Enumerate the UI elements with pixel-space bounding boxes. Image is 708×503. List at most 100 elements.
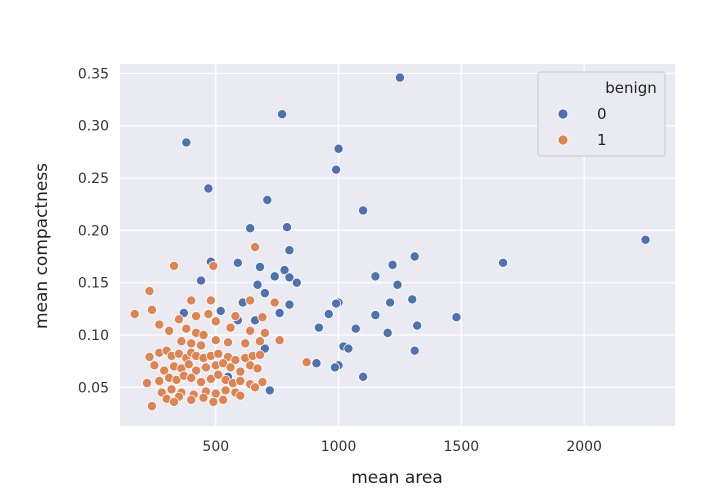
data-point-series-1: [208, 396, 219, 407]
data-point-series-0: [269, 271, 280, 282]
data-point-series-1: [173, 314, 184, 325]
data-point-series-1: [154, 319, 165, 330]
data-point-series-1: [210, 335, 221, 346]
data-point-series-1: [269, 297, 280, 308]
data-point-series-1: [213, 348, 224, 359]
data-point-series-0: [274, 308, 285, 319]
data-point-series-0: [358, 205, 369, 216]
data-point-series-0: [407, 294, 418, 305]
data-point-series-1: [129, 309, 140, 320]
data-point-series-1: [191, 365, 202, 376]
data-point-series-1: [218, 358, 229, 369]
data-point-series-0: [245, 223, 256, 234]
data-point-series-1: [235, 390, 246, 401]
data-point-series-0: [279, 265, 290, 276]
x-tick-label: 2000: [566, 439, 602, 455]
y-tick-label: 0.15: [78, 276, 109, 292]
data-point-series-1: [166, 384, 177, 395]
y-tick-label: 0.20: [78, 223, 109, 239]
data-point-series-0: [394, 72, 405, 83]
data-point-series-1: [213, 369, 224, 380]
data-point-series-0: [323, 309, 334, 320]
data-point-series-1: [245, 295, 256, 306]
data-point-series-0: [409, 345, 420, 356]
data-point-series-1: [210, 316, 221, 327]
data-point-series-1: [252, 363, 263, 374]
data-point-series-0: [409, 251, 420, 262]
data-point-series-1: [146, 401, 157, 412]
data-point-series-1: [173, 348, 184, 359]
data-point-series-1: [240, 338, 251, 349]
y-tick-label: 0.05: [78, 380, 109, 396]
legend-title: benign: [605, 79, 656, 97]
data-point-series-1: [149, 360, 160, 371]
data-point-series-1: [274, 335, 285, 346]
data-point-series-1: [223, 337, 234, 348]
data-point-series-1: [154, 376, 165, 387]
legend-box: [537, 71, 666, 157]
data-point-series-1: [245, 325, 256, 336]
data-point-series-1: [218, 394, 229, 405]
data-point-series-0: [284, 299, 295, 310]
data-point-series-0: [451, 312, 462, 323]
data-point-series-1: [164, 325, 175, 336]
data-point-series-1: [254, 336, 265, 347]
data-point-series-1: [196, 377, 207, 388]
data-point-series-1: [208, 260, 219, 271]
data-point-series-1: [191, 311, 202, 322]
data-point-series-1: [176, 336, 187, 347]
y-axis-label: mean compactness: [32, 163, 52, 329]
data-point-series-1: [171, 374, 182, 385]
data-point-series-0: [264, 385, 275, 396]
data-point-series-1: [198, 392, 209, 403]
data-point-series-1: [259, 327, 270, 338]
data-point-series-1: [257, 312, 268, 323]
x-tick-label: 1000: [321, 439, 357, 455]
data-point-series-0: [370, 271, 381, 282]
data-point-series-1: [181, 323, 192, 334]
x-tick-label: 500: [202, 439, 229, 455]
data-point-series-1: [205, 373, 216, 384]
data-points: [129, 72, 651, 412]
y-tick-label: 0.35: [78, 66, 109, 82]
data-point-series-1: [250, 382, 261, 393]
data-point-series-0: [203, 183, 214, 194]
data-point-series-0: [196, 275, 207, 286]
legend-label-1: 1: [597, 131, 607, 149]
data-point-series-0: [277, 109, 288, 120]
data-point-series-1: [250, 242, 261, 253]
legend-label-0: 0: [597, 105, 607, 123]
data-point-series-1: [142, 378, 153, 389]
data-point-series-0: [343, 343, 354, 354]
data-point-series-1: [146, 304, 157, 315]
y-tick-label: 0.30: [78, 119, 109, 135]
data-point-series-0: [181, 137, 192, 148]
data-point-series-1: [235, 366, 246, 377]
data-point-series-0: [331, 164, 342, 175]
data-point-series-1: [144, 286, 155, 297]
data-point-series-1: [230, 311, 241, 322]
tick-labels: 500 1000 1500 2000 0.05 0.10 0.15 0.20 0.25 0.30 0…: [78, 66, 602, 455]
data-point-series-0: [291, 277, 302, 288]
y-tick-label: 0.25: [78, 171, 109, 187]
data-point-series-0: [254, 261, 265, 272]
data-point-series-0: [382, 327, 393, 338]
data-point-series-0: [284, 245, 295, 256]
data-point-series-1: [159, 365, 170, 376]
data-point-series-1: [198, 329, 209, 340]
data-point-series-1: [186, 372, 197, 383]
data-point-series-0: [498, 257, 509, 268]
data-point-series-0: [333, 143, 344, 154]
data-point-series-1: [210, 388, 221, 399]
data-point-series-1: [225, 362, 236, 373]
data-point-series-0: [387, 259, 398, 270]
data-point-series-0: [640, 234, 651, 245]
legend: benign 0 1: [537, 71, 666, 157]
data-point-series-1: [183, 359, 194, 370]
data-point-series-1: [186, 338, 197, 349]
x-axis-label: mean area: [351, 468, 443, 488]
data-point-series-1: [200, 362, 211, 373]
data-point-series-1: [186, 394, 197, 405]
data-point-series-1: [169, 396, 180, 407]
